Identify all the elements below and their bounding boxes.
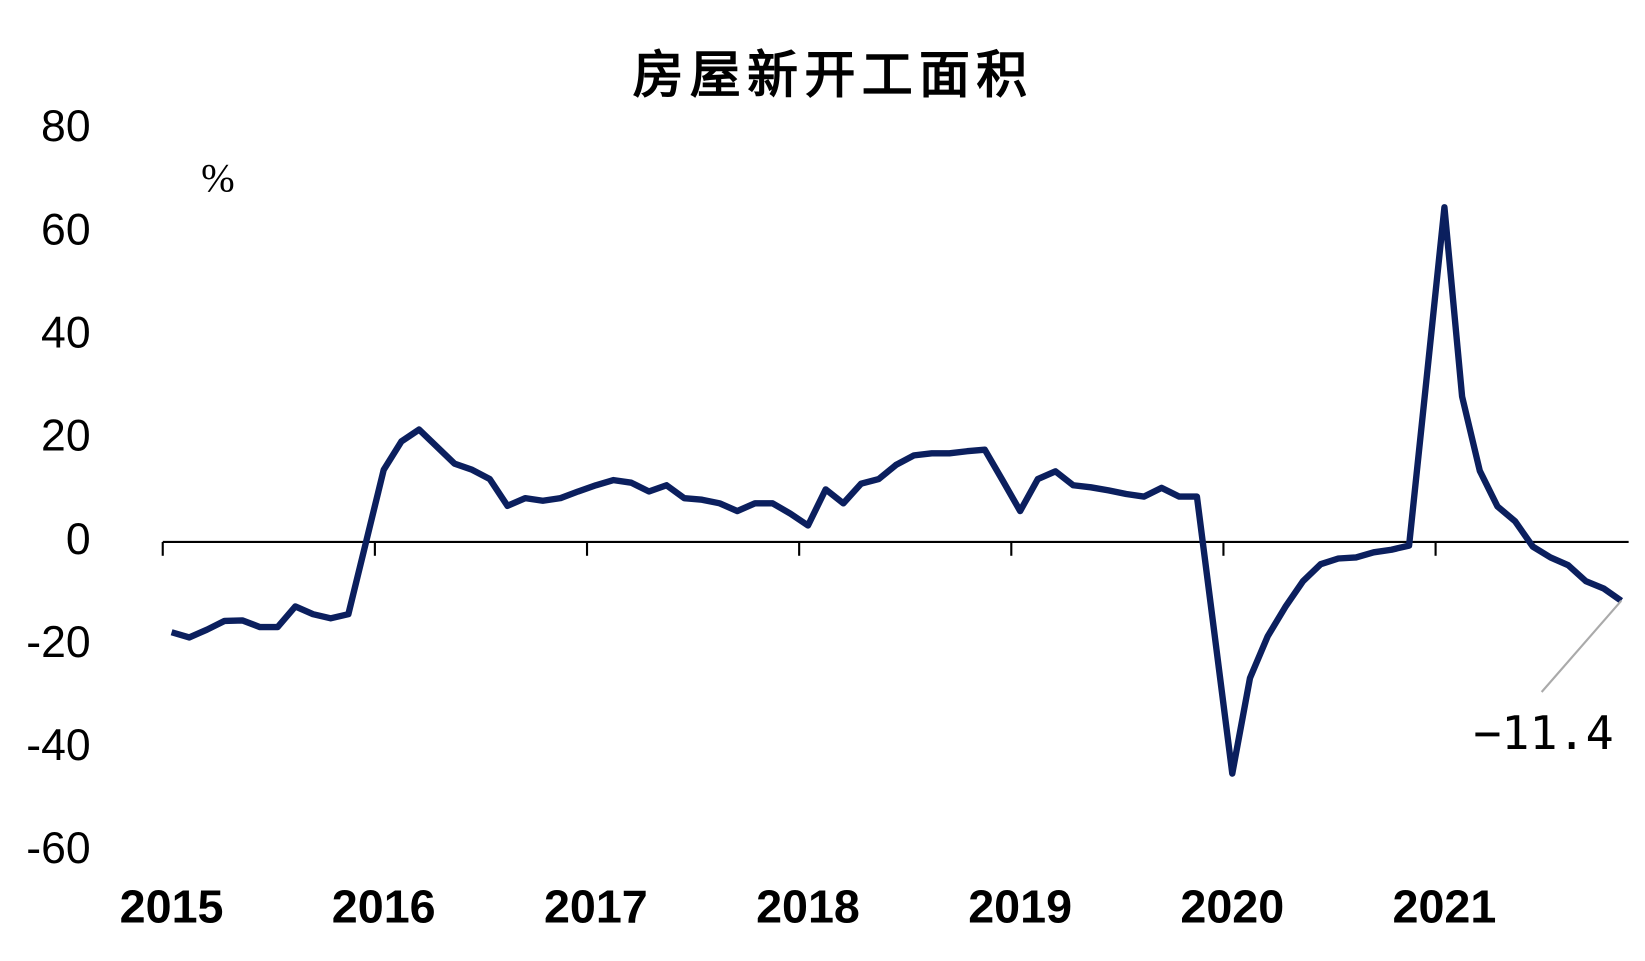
y-tick-label: -40 — [26, 721, 90, 770]
x-tick-label: 2017 — [544, 880, 648, 932]
x-tick-label: 2016 — [332, 880, 436, 932]
x-tick-label: 2018 — [756, 880, 860, 932]
y-axis-unit: % — [201, 156, 235, 201]
annotation-leader — [1540, 600, 1623, 693]
y-tick-label: 40 — [41, 308, 91, 357]
y-tick-label: 20 — [41, 412, 91, 461]
x-tick-label: 2020 — [1180, 880, 1284, 932]
x-tick-label: 2015 — [120, 880, 224, 932]
y-tick-label: 80 — [41, 102, 91, 151]
y-tick-label: 60 — [41, 205, 91, 254]
annotation: −11.4 — [1473, 707, 1613, 761]
y-tick-label: 0 — [66, 515, 91, 564]
x-tick-label: 2021 — [1393, 880, 1497, 932]
chart-title: 房屋新开工面积 — [633, 46, 1034, 106]
y-tick-label: -60 — [26, 824, 90, 873]
data-line — [170, 204, 1624, 777]
x-tick-label: 2019 — [968, 880, 1072, 932]
y-tick-label: -20 — [26, 618, 90, 667]
